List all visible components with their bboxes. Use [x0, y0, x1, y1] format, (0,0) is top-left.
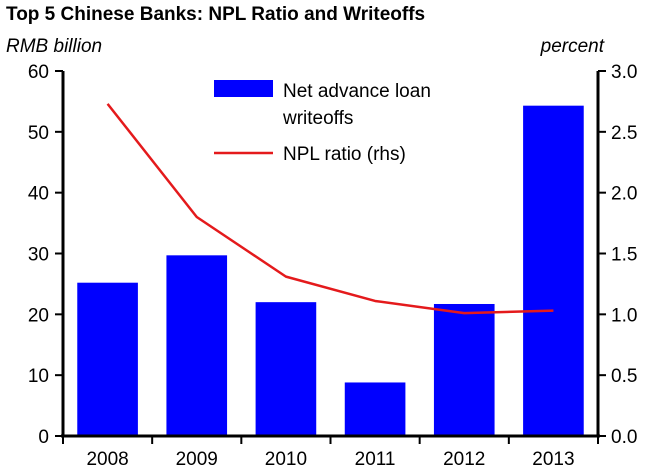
left-tick-label: 10 [28, 366, 49, 387]
bar-series [77, 105, 584, 437]
bar-2011 [344, 382, 406, 436]
right-tick-label: 0.0 [611, 427, 637, 448]
left-tick-label: 60 [28, 62, 49, 83]
left-tick-label: 0 [38, 427, 49, 448]
left-tick-label: 30 [28, 245, 49, 266]
right-tick-label: 1.0 [611, 305, 637, 326]
x-tick-label: 2013 [532, 449, 574, 470]
left-axis-unit-label: RMB billion [6, 36, 103, 57]
x-tick-label: 2009 [176, 449, 218, 470]
left-tick-label: 20 [28, 305, 49, 326]
legend-bar-label: Net advance loan [283, 81, 431, 102]
right-tick-label: 0.5 [611, 366, 637, 387]
x-tick-label: 2008 [86, 449, 128, 470]
bar-2012 [433, 303, 495, 436]
bar-2010 [255, 302, 317, 436]
right-tick-label: 2.0 [611, 184, 637, 205]
legend-bar-label: writeoffs [282, 108, 353, 129]
left-tick-label: 40 [28, 184, 49, 205]
legend: Net advance loan writeoffs NPL ratio (rhs) [214, 80, 431, 165]
right-tick-label: 1.5 [611, 245, 637, 266]
x-tick-label: 2010 [265, 449, 307, 470]
axes: 0 10 20 30 40 50 60 0.0 0.5 1.0 1.5 2.0 2.5 3.0 2008 20… [28, 62, 638, 470]
left-tick-label: 50 [28, 123, 49, 144]
x-tick-label: 2011 [355, 449, 396, 470]
legend-line-label: NPL ratio (rhs) [283, 144, 406, 165]
right-tick-label: 3.0 [611, 62, 637, 83]
legend-bar-swatch [214, 80, 273, 97]
right-axis-unit-label: percent [540, 36, 604, 57]
chart-title: Top 5 Chinese Banks: NPL Ratio and Write… [6, 4, 426, 25]
npl-ratio-line [106, 103, 554, 315]
bar-2013 [523, 105, 584, 437]
bar-2009 [166, 255, 228, 436]
x-tick-label: 2012 [443, 449, 485, 470]
line-series [106, 103, 554, 315]
bar-2008 [77, 282, 138, 436]
right-tick-label: 2.5 [611, 123, 637, 144]
